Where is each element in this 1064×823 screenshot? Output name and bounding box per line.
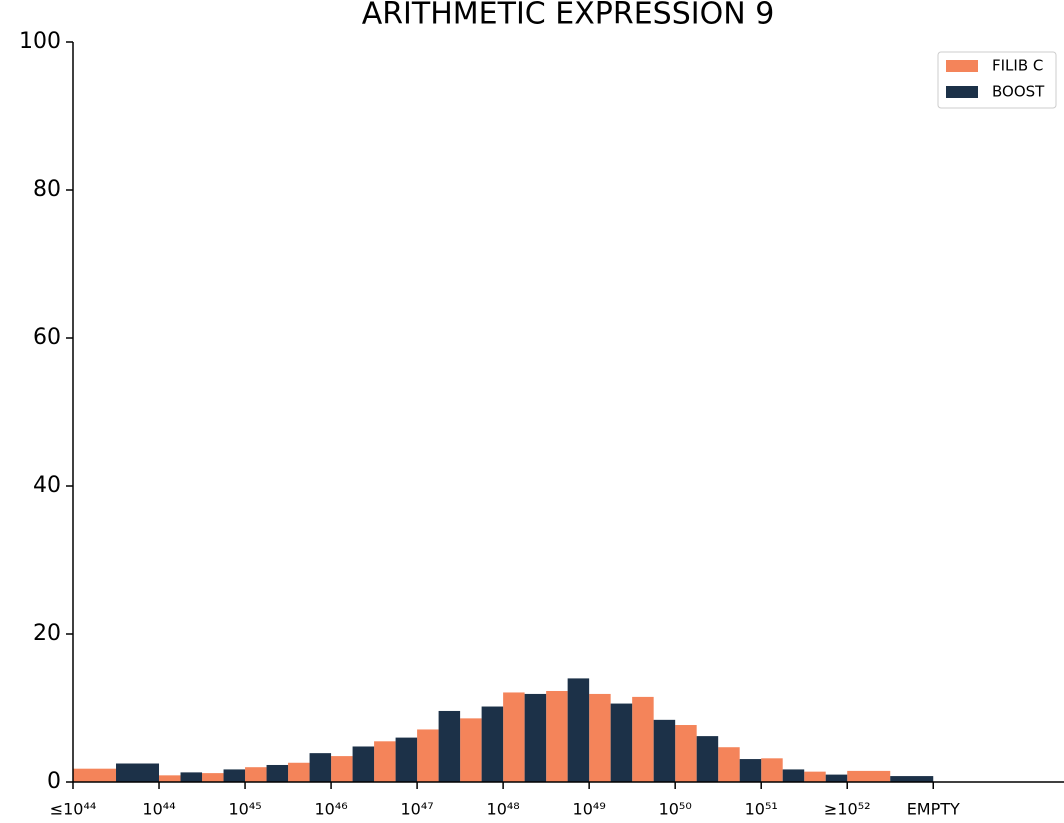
bar — [847, 770, 891, 782]
bar — [180, 772, 203, 782]
bar — [309, 753, 332, 782]
bar — [610, 703, 633, 782]
bar — [782, 769, 805, 782]
bar — [890, 776, 934, 782]
x-tick-label: 10⁴⁸ — [487, 800, 520, 819]
bar — [653, 719, 676, 782]
x-tick-label: 10⁴⁹ — [573, 800, 606, 819]
y-tick-label: 40 — [33, 473, 61, 498]
bar — [524, 693, 547, 782]
bar — [266, 764, 289, 782]
bar — [718, 747, 740, 782]
x-tick-label: 10⁴⁴ — [142, 800, 175, 819]
bar — [73, 768, 117, 782]
bar — [245, 767, 267, 782]
bar — [417, 729, 439, 782]
bar — [331, 756, 353, 782]
bar — [503, 692, 525, 782]
y-tick-label: 20 — [33, 621, 61, 646]
bar — [116, 763, 160, 782]
legend-swatch — [946, 86, 978, 98]
x-tick-label: 10⁴⁵ — [228, 800, 261, 819]
bar — [223, 769, 246, 782]
legend-label: BOOST — [992, 83, 1045, 101]
x-tick-label: ≤10⁴⁴ — [50, 800, 97, 819]
y-tick-label: 60 — [33, 325, 61, 350]
x-tick-label: 10⁴⁶ — [314, 800, 347, 819]
y-tick-label: 80 — [33, 177, 61, 202]
y-tick-label: 100 — [19, 29, 61, 54]
x-tick-label: 10⁵¹ — [745, 800, 778, 819]
bar — [675, 725, 697, 782]
chart-title: ARITHMETIC EXPRESSION 9 — [362, 0, 775, 32]
bar — [202, 773, 224, 782]
bar — [589, 693, 611, 782]
bar — [761, 758, 783, 782]
x-tick-label: 10⁴⁷ — [401, 800, 434, 819]
bar — [825, 774, 848, 782]
x-tick-label: ≥10⁵² — [824, 800, 871, 819]
x-tick-label: 10⁵⁰ — [659, 800, 692, 819]
bar — [438, 710, 461, 782]
bar — [804, 771, 826, 782]
bar — [159, 775, 181, 782]
bar — [374, 741, 396, 782]
bar — [567, 678, 590, 782]
bar — [739, 759, 762, 782]
bar — [352, 746, 375, 782]
bar — [288, 762, 310, 782]
legend-label: FILIB C — [992, 57, 1043, 75]
x-tick-label: EMPTY — [907, 800, 960, 819]
bar — [481, 706, 504, 782]
bar — [632, 696, 654, 782]
bar — [395, 737, 418, 782]
y-tick-label: 0 — [47, 769, 61, 794]
bar — [546, 690, 568, 782]
bar — [460, 718, 482, 782]
bar — [696, 736, 719, 782]
legend-swatch — [946, 60, 978, 72]
